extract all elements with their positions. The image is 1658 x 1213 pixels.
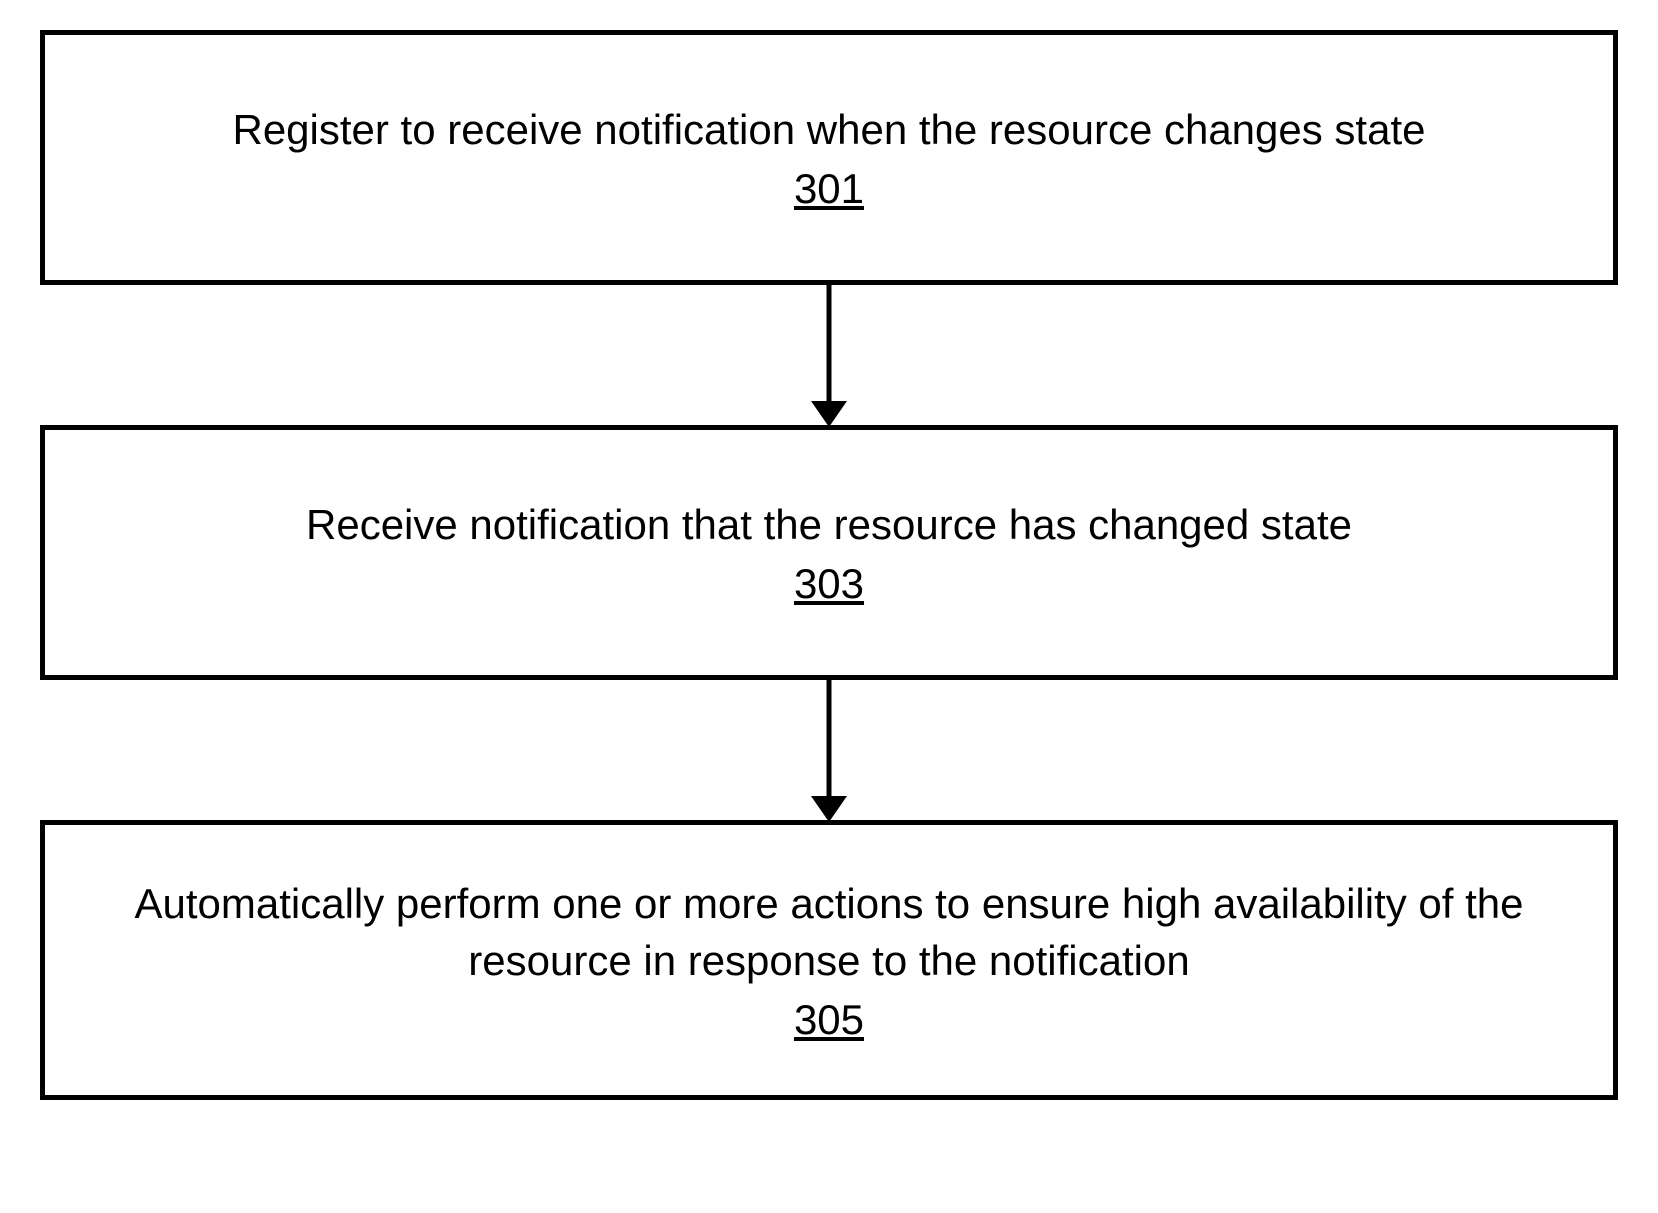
arrow-1-head [811, 401, 847, 427]
flowchart-step-2: Receive notification that the resource h… [40, 425, 1618, 680]
arrow-1-line [827, 285, 832, 403]
step-2-number: 303 [794, 560, 864, 608]
flowchart-step-3: Automatically perform one or more action… [40, 820, 1618, 1100]
arrow-2-line [827, 680, 832, 798]
step-3-text: Automatically perform one or more action… [75, 876, 1583, 989]
flowchart-container: Register to receive notification when th… [40, 30, 1618, 1100]
arrow-2-head [811, 796, 847, 822]
step-2-text: Receive notification that the resource h… [306, 497, 1352, 554]
arrow-2 [40, 680, 1618, 820]
arrow-1 [40, 285, 1618, 425]
step-1-number: 301 [794, 165, 864, 213]
step-3-number: 305 [794, 996, 864, 1044]
step-1-text: Register to receive notification when th… [232, 102, 1425, 159]
flowchart-step-1: Register to receive notification when th… [40, 30, 1618, 285]
